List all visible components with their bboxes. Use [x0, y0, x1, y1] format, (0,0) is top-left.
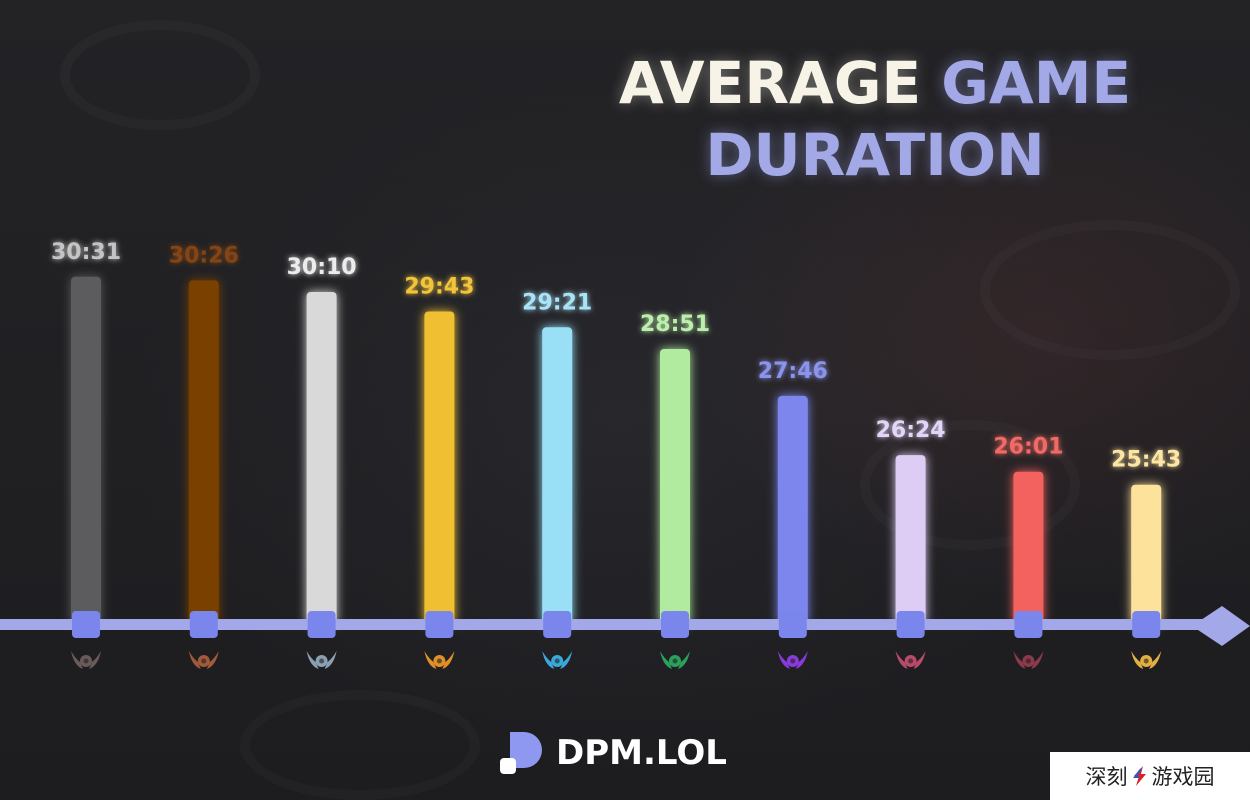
title-word-average: AVERAGE [618, 49, 922, 117]
bar-label-iron: 30:31 [51, 240, 121, 265]
bar-label-grandmaster: 26:01 [993, 435, 1063, 460]
bar-label-challenger: 25:43 [1111, 448, 1181, 473]
watermark-text-left: 深刻 [1085, 765, 1128, 789]
bar-challenger [1131, 484, 1162, 624]
bar-label-gold: 29:43 [404, 275, 474, 300]
axis-marker-gold [425, 611, 454, 638]
rank-icon-diamond [777, 651, 808, 669]
axis-marker-challenger [1132, 611, 1161, 638]
bar-label-diamond: 27:46 [758, 359, 828, 384]
bar-silver [306, 292, 337, 624]
title-word-game: GAME [941, 49, 1132, 117]
watermark-logo-icon [1131, 765, 1149, 787]
axis-marker-platinum [543, 611, 572, 638]
rank-icon-grandmaster [1013, 651, 1044, 669]
dpm-logo-icon [498, 730, 544, 776]
title-word-duration: DURATION [705, 121, 1045, 189]
bar-bronze [188, 280, 219, 624]
axis-line [0, 619, 1210, 630]
bar-label-silver: 30:10 [287, 255, 357, 280]
bar-label-platinum: 29:21 [522, 290, 592, 315]
watermark-text-right: 游戏园 [1151, 765, 1215, 789]
axis-marker-iron [72, 611, 100, 638]
x-axis [0, 606, 1250, 646]
watermark: 深刻 游戏园 [1050, 752, 1250, 800]
bar-label-bronze: 30:26 [169, 243, 239, 268]
axis-marker-bronze [189, 611, 218, 638]
brand-logo-block: DPM.LOL [498, 728, 727, 778]
bar-emerald [660, 349, 690, 624]
axis-arrow-head [1192, 606, 1250, 646]
bar-label-master: 26:24 [876, 418, 946, 443]
bar-diamond [777, 395, 808, 624]
rank-icon-platinum [542, 651, 573, 669]
rank-icon-iron [71, 651, 101, 669]
bar-iron [71, 276, 101, 624]
bar-grandmaster [1013, 471, 1044, 624]
chart-title-line2: DURATION [560, 122, 1190, 188]
rank-icon-silver [306, 651, 337, 669]
axis-marker-emerald [661, 611, 689, 638]
axis-marker-grandmaster [1014, 611, 1043, 638]
rank-icon-bronze [188, 651, 219, 669]
bar-master [895, 455, 926, 624]
axis-marker-silver [307, 611, 336, 638]
rank-icon-gold [424, 651, 455, 669]
bar-label-emerald: 28:51 [640, 312, 710, 337]
chart-title-line1: AVERAGE GAME [560, 50, 1190, 116]
rank-icon-master [895, 651, 926, 669]
bar-platinum [542, 327, 573, 624]
axis-marker-master [896, 611, 925, 638]
axis-marker-diamond [778, 611, 807, 638]
brand-name: DPM.LOL [556, 733, 727, 773]
rank-icon-challenger [1131, 651, 1162, 669]
bar-gold [424, 311, 455, 624]
rank-icon-emerald [660, 651, 690, 669]
